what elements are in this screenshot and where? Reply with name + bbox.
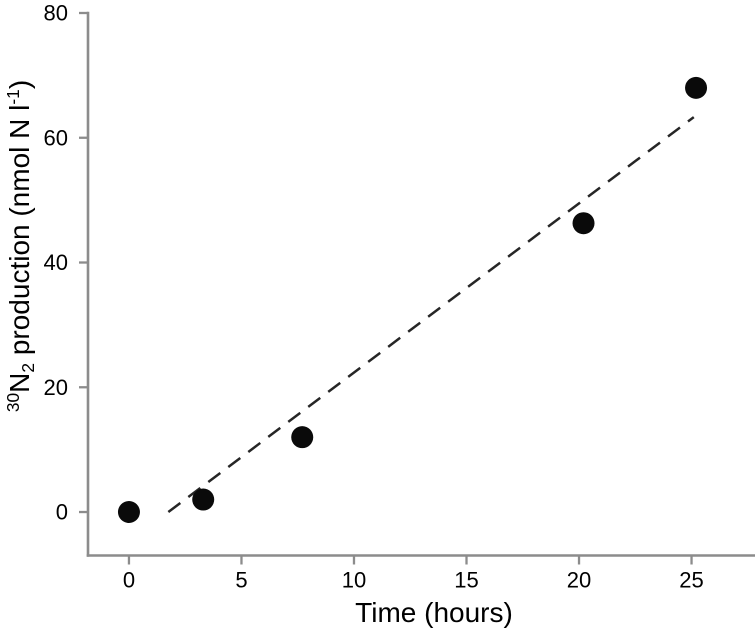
data-point: [685, 76, 708, 99]
trend-line: [167, 116, 695, 514]
y-tick-label: 20: [44, 375, 68, 400]
data-point: [117, 501, 140, 524]
ylabel-close-paren: ): [4, 79, 35, 90]
x-tick-label: 10: [342, 568, 366, 593]
y-axis-title: 30N2 production (nmol N l-1): [3, 36, 37, 456]
x-tick-label: 0: [123, 568, 135, 593]
data-point: [192, 488, 215, 511]
y-tick-label: 40: [44, 250, 68, 275]
ylabel-units-text: production (nmol N l: [4, 104, 35, 363]
x-tick-label: 20: [567, 568, 591, 593]
y-tick-label: 80: [44, 1, 68, 26]
ylabel-element: N: [4, 372, 35, 393]
ylabel-exponent-superscript: -1: [3, 89, 24, 105]
data-point: [572, 212, 595, 235]
ylabel-isotope-superscript: 30: [3, 392, 24, 413]
data-point: [291, 426, 314, 449]
y-tick-label: 60: [44, 125, 68, 150]
x-tick-label: 5: [235, 568, 247, 593]
ylabel-molecule-subscript: 2: [17, 362, 38, 373]
x-tick-label: 15: [454, 568, 478, 593]
x-tick-label: 25: [679, 568, 703, 593]
y-tick-label: 0: [56, 500, 68, 525]
x-axis-title: Time (hours): [355, 597, 513, 628]
